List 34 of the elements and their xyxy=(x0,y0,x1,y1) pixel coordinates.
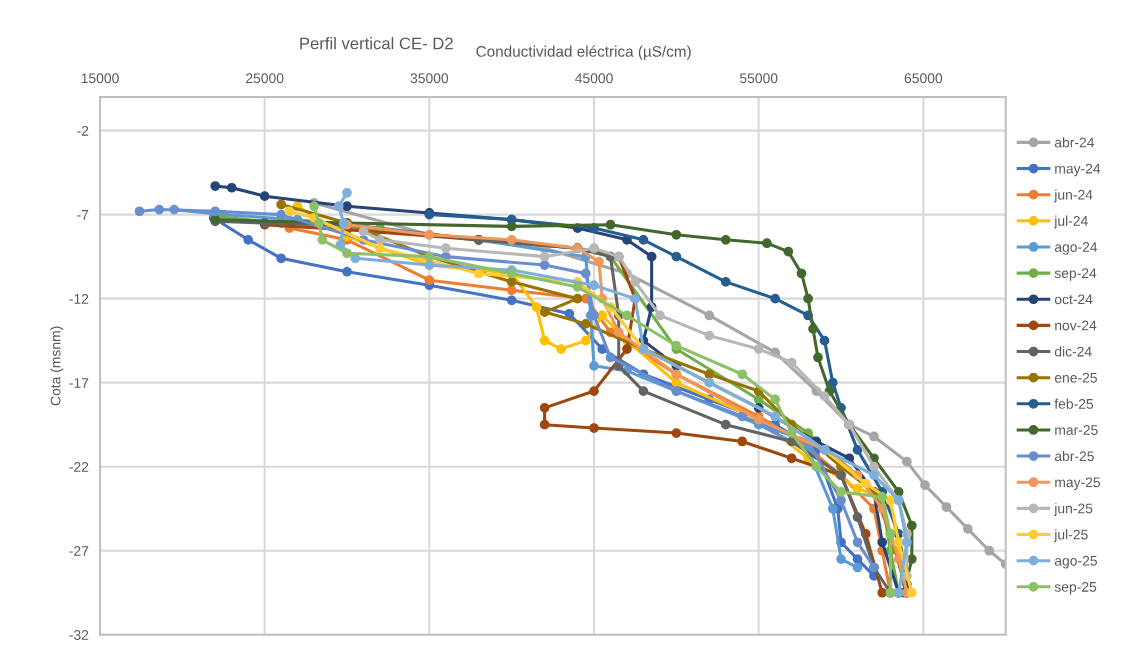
x-tick-label: 55000 xyxy=(739,73,778,84)
y-tick-label: -17 xyxy=(69,378,89,388)
legend-label: may-24 xyxy=(1055,163,1101,177)
y-tick-label: -27 xyxy=(69,546,89,556)
x-tick-label: 35000 xyxy=(410,73,449,84)
legend-label: jul-24 xyxy=(1053,215,1088,229)
legend-label: ene-25 xyxy=(1054,372,1097,383)
y-tick-label: -7 xyxy=(77,210,89,220)
legend-label: abr-24 xyxy=(1054,137,1095,148)
legend-label: jun-25 xyxy=(1053,503,1093,517)
y-tick-label: -2 xyxy=(77,125,89,136)
legend-label: oct-24 xyxy=(1054,294,1093,305)
legend-label: sep-25 xyxy=(1054,581,1097,595)
chart-title: Perfil vertical CE- D2 xyxy=(300,37,453,50)
legend-label: jul-25 xyxy=(1053,529,1088,543)
x-tick-label: 45000 xyxy=(575,73,613,84)
legend-label: sep-24 xyxy=(1054,268,1097,281)
legend-label: ago-24 xyxy=(1054,242,1098,255)
legend-label: may-25 xyxy=(1055,477,1101,490)
legend-label: ago-25 xyxy=(1054,555,1097,569)
x-axis-title: Conductividad eléctrica (µS/cm) xyxy=(476,45,691,60)
legend-label: nov-24 xyxy=(1055,320,1097,331)
y-tick-label: -32 xyxy=(69,630,89,640)
x-tick-label: 65000 xyxy=(904,73,943,84)
legend-label: abr-25 xyxy=(1054,450,1094,462)
legend-label: mar-25 xyxy=(1055,425,1098,435)
x-tick-label: 25000 xyxy=(246,73,284,84)
legend-label: dic-24 xyxy=(1054,346,1092,357)
y-tick-label: -22 xyxy=(69,462,89,472)
x-tick-label: 15000 xyxy=(81,73,119,84)
y-axis-title: Cota (msnm) xyxy=(50,326,64,406)
legend-label: jun-24 xyxy=(1053,189,1093,203)
y-tick-label: -12 xyxy=(69,293,89,304)
legend-label: feb-25 xyxy=(1054,398,1094,409)
